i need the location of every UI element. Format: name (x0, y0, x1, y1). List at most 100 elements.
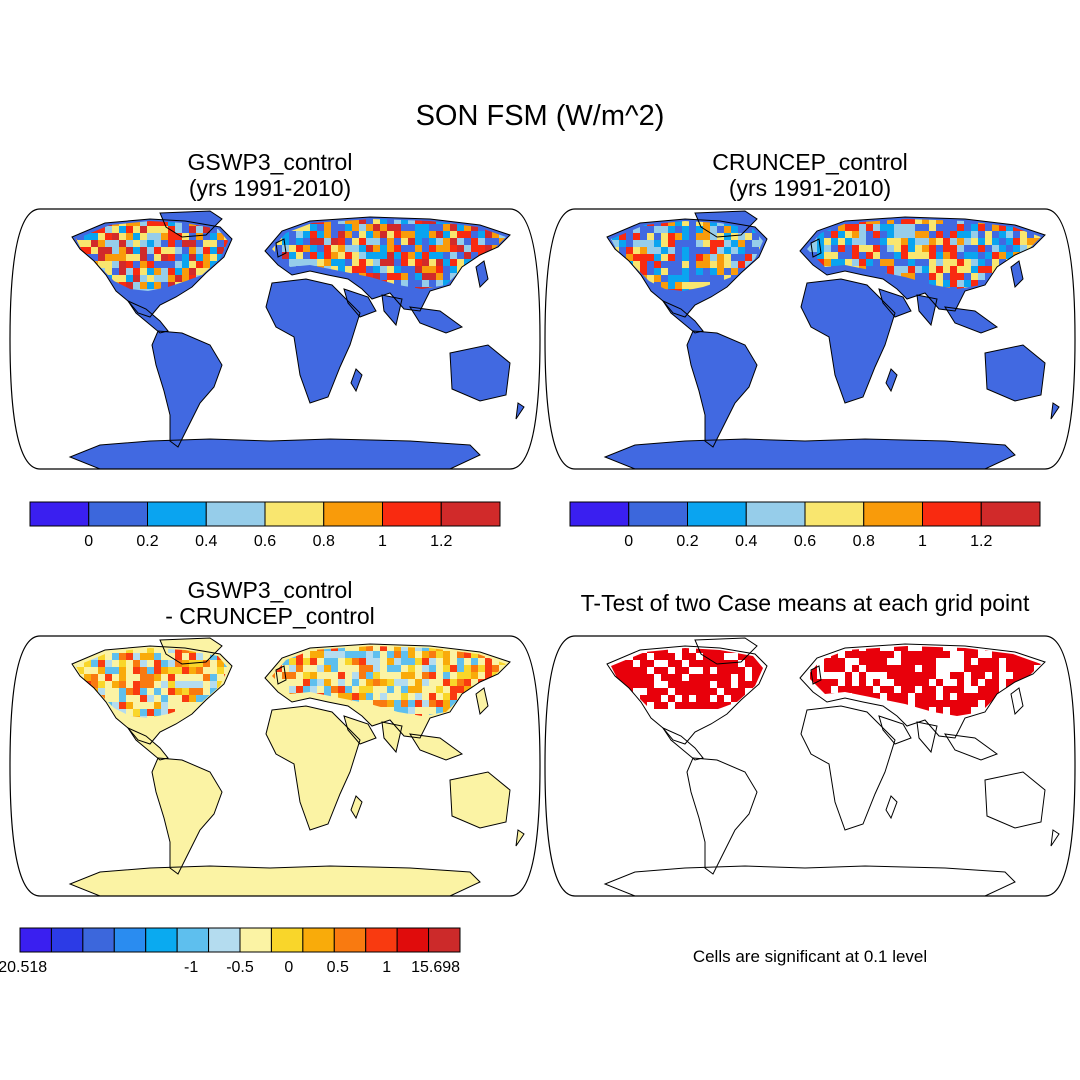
colorbar-tick-label: -20.518 (0, 959, 47, 976)
colorbar-tick-label: 0.2 (676, 533, 698, 550)
globe-outline (9, 635, 541, 897)
colorbar-box (382, 501, 442, 527)
colorbar-tick-label: -0.5 (226, 959, 254, 976)
data-cells (611, 646, 1041, 716)
colorbar-box (922, 501, 982, 527)
panel1-title-line1: GSWP3_control (187, 149, 353, 175)
india-land (382, 722, 402, 752)
samerica-land (152, 331, 222, 447)
map-difference (9, 635, 541, 897)
colorbar-box (270, 927, 304, 953)
colorbar-tick-label: 0.6 (254, 533, 276, 550)
colorbar-gswp3: 0 0.2 0.4 0.6 0.8 1 1.2 (29, 501, 501, 550)
australia-land (450, 772, 510, 828)
colorbar-difference: -20.518 -1 -0.5 0 0.5 1 15.698 (0, 927, 461, 976)
colorbar-tick-label: 1 (918, 533, 927, 550)
colorbar-box (208, 927, 241, 953)
africa-land (801, 279, 895, 403)
colorbar-box (29, 501, 90, 527)
india-land (382, 295, 402, 325)
colorbar-tick-label: 0.4 (735, 533, 757, 550)
coastlines (68, 637, 525, 896)
colorbar-tick-label: 0.5 (327, 959, 349, 976)
panel2-title-line1: CRUNCEP_control (712, 149, 908, 175)
africa-land (801, 706, 895, 830)
colorbar-box (50, 927, 84, 953)
colorbar-tick-label: 0 (284, 959, 293, 976)
australia-land (985, 345, 1045, 401)
arabia-land (344, 289, 376, 317)
coastlines (603, 637, 1060, 896)
madagascar-land (351, 796, 362, 818)
colorbar-tick-label: -1 (184, 959, 198, 976)
coastlines (603, 210, 1060, 469)
colorbar-box (569, 501, 630, 527)
colorbar-box (264, 501, 325, 527)
colorbar-box (205, 501, 266, 527)
africa-land (266, 279, 360, 403)
colorbar-tick-label: 1 (378, 533, 387, 550)
australia-land (985, 772, 1045, 828)
seasia-land (410, 307, 462, 333)
africa-land (266, 706, 360, 830)
colorbar-box (687, 501, 747, 527)
india-land (917, 295, 937, 325)
globe-outline (544, 208, 1076, 470)
antarctica-land (605, 866, 1015, 896)
colorbar-box (88, 501, 148, 527)
map-ttest (544, 635, 1076, 897)
significance-note: Cells are significant at 0.1 level (692, 947, 928, 966)
colorbar-tick-label: 1.2 (970, 533, 992, 550)
samerica-land (687, 331, 757, 447)
colorbar-tick-label: 0.6 (794, 533, 816, 550)
colorbar-box (147, 501, 207, 527)
colorbar-box (980, 501, 1041, 527)
colorbar-box (323, 501, 383, 527)
colorbar-tick-label: 0.8 (853, 533, 875, 550)
panel4-title: T-Test of two Case means at each grid po… (580, 590, 1030, 616)
figure-title: SON FSM (W/m^2) (415, 100, 665, 132)
coastlines (68, 210, 525, 469)
arabia-land (344, 716, 376, 744)
australia-land (450, 345, 510, 401)
panel1-title-line2: (yrs 1991-2010) (188, 175, 352, 201)
colorbar-box (239, 927, 272, 953)
land-mass (70, 638, 524, 896)
colorbar-box (396, 927, 430, 953)
colorbar-tick-label: 0 (84, 533, 93, 550)
colorbar-cruncep: 0 0.2 0.4 0.6 0.8 1 1.2 (569, 501, 1041, 550)
camerica-land (663, 728, 703, 760)
globe-outline (9, 208, 541, 470)
colorbar-box (82, 927, 115, 953)
globe-outline (544, 635, 1076, 897)
camerica-land (128, 728, 168, 760)
map-cruncep (544, 208, 1076, 470)
colorbar-box (365, 927, 398, 953)
colorbar-box (745, 501, 806, 527)
colorbar-tick-label: 15.698 (411, 959, 460, 976)
antarctica-land (605, 439, 1015, 469)
colorbar-tick-label: 0.4 (195, 533, 217, 550)
colorbar-tick-label: 0.8 (313, 533, 335, 550)
colorbar-box (176, 927, 210, 953)
colorbar-box (19, 927, 52, 953)
colorbar-box (113, 927, 147, 953)
camerica-land (663, 301, 703, 333)
madagascar-land (351, 369, 362, 391)
arabia-land (879, 289, 911, 317)
colorbar-box (333, 927, 367, 953)
panel3-title-line1: GSWP3_control (187, 577, 353, 603)
panel2-title-line2: (yrs 1991-2010) (728, 175, 892, 201)
map-gswp3 (9, 208, 541, 470)
colorbar-tick-label: 0.2 (136, 533, 158, 550)
colorbar-tick-label: 0 (624, 533, 633, 550)
colorbar-tick-label: 1.2 (430, 533, 452, 550)
colorbar-box (302, 927, 335, 953)
seasia-land (410, 734, 462, 760)
colorbar-box (628, 501, 688, 527)
colorbar-box (863, 501, 923, 527)
colorbar-box (428, 927, 461, 953)
madagascar-land (886, 369, 897, 391)
colorbar-box (804, 501, 865, 527)
panel3-title-line2: - CRUNCEP_control (165, 603, 375, 629)
